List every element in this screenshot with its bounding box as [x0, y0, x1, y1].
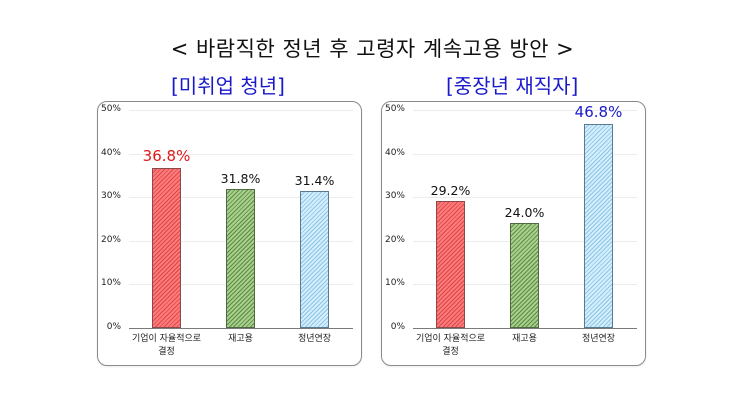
bar-red: [152, 167, 181, 328]
bar-green: [226, 189, 255, 328]
y-tick-label: 10%: [100, 278, 121, 289]
category-label: 정년연장: [554, 333, 644, 346]
gridline: [413, 197, 637, 199]
bar-red: [436, 200, 465, 328]
y-tick-label: 30%: [384, 191, 405, 202]
category-label: 정년연장: [270, 333, 360, 346]
right-chart-title: [중장년 재직자]: [446, 74, 579, 98]
category-label-line: 재고용: [228, 334, 253, 344]
gridline: [129, 110, 353, 111]
y-tick-label: 0%: [390, 322, 405, 332]
data-label: 31.4%: [294, 173, 335, 189]
category-label-line: 기업이 자율적으로: [415, 334, 486, 344]
category-label-line: 결정: [442, 347, 459, 357]
category-label: 재고용: [196, 333, 286, 346]
x-axis: [129, 328, 353, 329]
category-label-line: 정년연장: [581, 334, 616, 344]
data-label: 29.2%: [430, 182, 471, 198]
y-tick-label: 30%: [100, 191, 121, 202]
y-tick-label: 40%: [384, 147, 405, 158]
gridline: [413, 110, 637, 111]
x-axis: [413, 328, 637, 329]
category-label: 재고용: [480, 333, 570, 346]
y-tick-label: 50%: [384, 104, 405, 114]
category-label-line: 결정: [158, 347, 175, 357]
data-label: 46.8%: [574, 102, 623, 121]
bar-green: [510, 223, 539, 328]
category-label-line: 정년연장: [297, 334, 332, 344]
left-chart-title: [미취업 청년]: [171, 74, 285, 98]
data-label: 24.0%: [504, 205, 545, 221]
main-title: < 바람직한 정년 후 고령자 계속고용 방안 >: [170, 37, 575, 61]
y-tick-label: 40%: [100, 147, 121, 158]
data-label: 31.8%: [220, 171, 261, 187]
y-tick-label: 10%: [384, 278, 405, 289]
y-tick-label: 20%: [100, 234, 121, 245]
data-label: 36.8%: [142, 146, 191, 165]
y-tick-label: 0%: [106, 322, 121, 332]
bar-blue: [584, 123, 613, 328]
gridline: [129, 153, 353, 155]
gridline: [413, 153, 637, 155]
category-label-line: 재고용: [512, 334, 537, 344]
category-label-line: 기업이 자율적으로: [131, 334, 202, 344]
y-tick-label: 50%: [100, 104, 121, 114]
y-tick-label: 20%: [384, 234, 405, 245]
bar-blue: [300, 191, 329, 328]
